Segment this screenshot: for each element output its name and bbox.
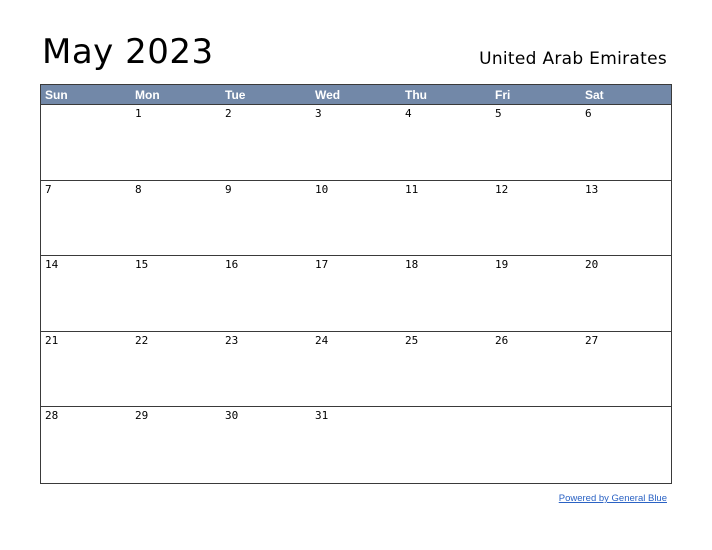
country-label: United Arab Emirates — [479, 49, 667, 69]
weekday-header: Mon — [131, 85, 221, 105]
weekday-header: Wed — [311, 85, 401, 105]
day-cell: 17 — [311, 256, 401, 332]
day-cell: 30 — [225, 409, 239, 423]
day-cell: 16 — [221, 256, 311, 332]
day-cell — [491, 407, 581, 483]
day-cell: 22 — [131, 332, 221, 408]
powered-by-link[interactable]: Powered by General Blue — [558, 493, 667, 504]
day-cell: 26 — [491, 332, 581, 408]
day-cell: 24 — [311, 332, 401, 408]
day-cell: 7 — [41, 181, 131, 257]
month-calendar-grid: Sun Mon Tue Wed Thu Fri Sat 1 2 3 4 5 6 … — [40, 84, 672, 484]
day-cell: 27 — [581, 332, 671, 408]
day-cell: 8 — [131, 181, 221, 257]
day-cell: 9 — [221, 181, 311, 257]
weekday-header: Tue — [221, 85, 311, 105]
day-cell: 25 — [401, 332, 491, 408]
day-cell: 6 — [581, 105, 671, 181]
day-cell: 3 — [311, 105, 401, 181]
day-cell: 12 — [491, 181, 581, 257]
day-cell: 23 — [221, 332, 311, 408]
day-cell: 19 — [491, 256, 581, 332]
day-cell: 4 — [401, 105, 491, 181]
day-cell: 29 — [135, 409, 149, 423]
day-cell — [401, 407, 491, 483]
day-cell: 15 — [131, 256, 221, 332]
day-cell: 31 — [315, 409, 329, 423]
day-cell: 14 — [41, 256, 131, 332]
day-cell: 28 — [45, 409, 59, 423]
day-cell: 21 — [41, 332, 131, 408]
weekday-header: Thu — [401, 85, 491, 105]
day-cell: 20 — [581, 256, 671, 332]
weekday-header: Fri — [491, 85, 581, 105]
day-cell: 2 — [221, 105, 311, 181]
day-cell: 10 — [311, 181, 401, 257]
day-cell: 18 — [401, 256, 491, 332]
day-cell — [41, 105, 131, 181]
weekday-header: Sat — [581, 85, 671, 105]
day-cell — [581, 407, 671, 483]
day-cell: 5 — [491, 105, 581, 181]
calendar-title: May 2023 — [42, 32, 214, 72]
day-cell: 11 — [401, 181, 491, 257]
weekday-header: Sun — [41, 85, 131, 105]
day-cell: 1 — [131, 105, 221, 181]
day-cell: 13 — [581, 181, 671, 257]
